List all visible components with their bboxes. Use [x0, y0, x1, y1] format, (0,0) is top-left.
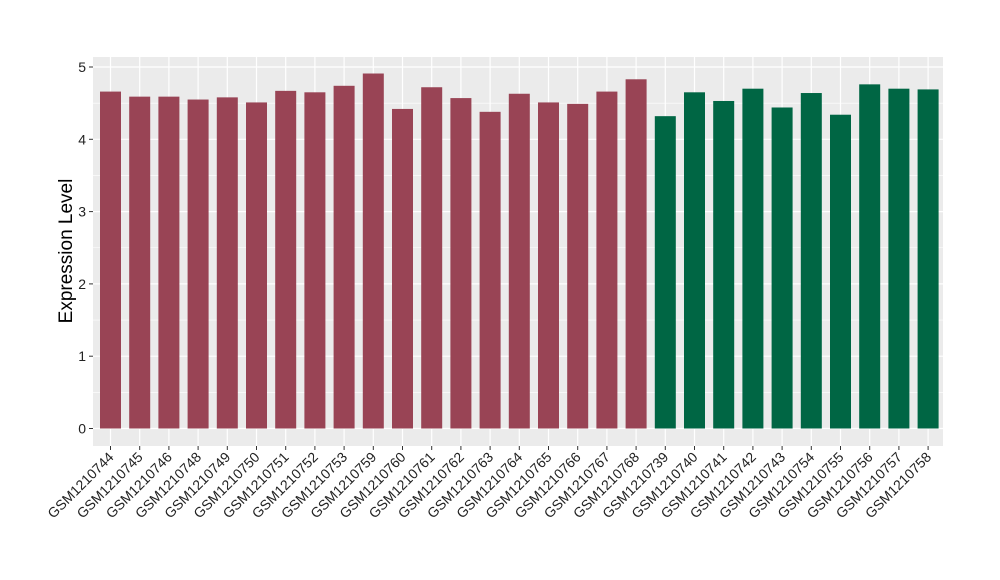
bar-GSM1210759	[362, 73, 384, 429]
bar-GSM1210755	[830, 114, 851, 429]
bar-GSM1210763	[479, 111, 501, 429]
y-tick-label: 5	[78, 59, 86, 75]
bar-GSM1210758	[917, 89, 939, 429]
y-tick-label: 3	[78, 204, 86, 220]
bar-GSM1210748	[187, 99, 209, 429]
bar-GSM1210739	[654, 116, 676, 429]
bar-GSM1210757	[888, 88, 910, 429]
bar-GSM1210764	[508, 93, 530, 429]
bars	[100, 73, 939, 429]
bar-GSM1210767	[596, 91, 618, 429]
bar-GSM1210746	[158, 96, 180, 429]
y-tick-label: 2	[78, 276, 86, 292]
y-axis: 0 1 2 3 4 5	[78, 59, 93, 437]
bar-GSM1210742	[742, 88, 764, 429]
bar-GSM1210754	[800, 93, 822, 429]
bar-GSM1210752	[304, 92, 326, 429]
bar-GSM1210750	[246, 102, 267, 429]
bar-GSM1210740	[684, 92, 705, 429]
y-tick-label: 4	[78, 131, 86, 147]
bar-GSM1210743	[771, 107, 793, 429]
bar-GSM1210766	[567, 103, 589, 429]
bar-GSM1210761	[421, 87, 443, 429]
bar-GSM1210765	[538, 102, 559, 429]
y-axis-title: Expression Level	[56, 179, 77, 324]
y-tick-label: 0	[78, 421, 86, 437]
bar-GSM1210751	[275, 90, 297, 429]
bar-GSM1210749	[216, 97, 238, 429]
bar-GSM1210756	[859, 84, 881, 429]
bar-GSM1210760	[392, 108, 413, 429]
x-axis: GSM1210744GSM1210745GSM1210746GSM1210748…	[44, 446, 934, 521]
bar-GSM1210741	[713, 100, 735, 429]
bar-GSM1210753	[333, 85, 355, 429]
bar-GSM1210768	[625, 79, 647, 429]
bar-GSM1210745	[129, 96, 151, 429]
bar-GSM1210762	[450, 98, 472, 429]
y-tick-label: 1	[78, 348, 86, 364]
bar-GSM1210744	[100, 91, 121, 429]
